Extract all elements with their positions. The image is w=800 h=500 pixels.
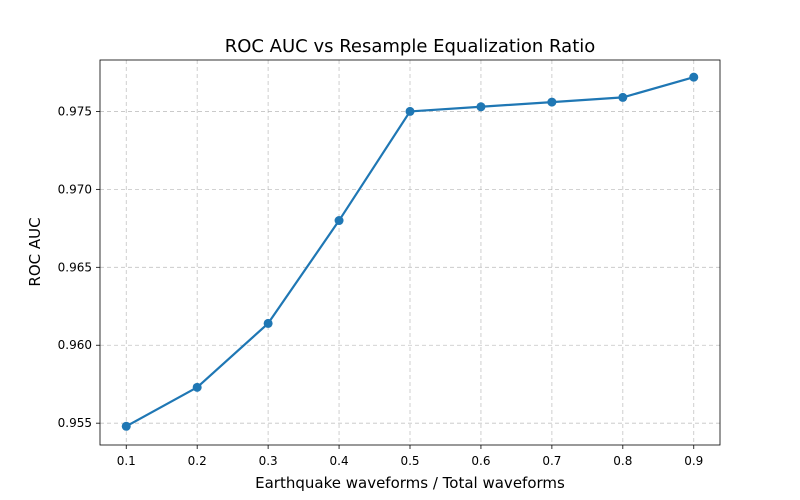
grid-lines bbox=[100, 60, 720, 445]
y-axis: 0.955 0.960 0.965 0.970 0.975 bbox=[58, 104, 100, 430]
y-tick-label: 0.955 bbox=[58, 416, 92, 430]
x-tick-label: 0.2 bbox=[188, 454, 207, 468]
x-axis: 0.1 0.2 0.3 0.4 0.5 0.6 0.7 0.8 0.9 bbox=[117, 445, 703, 468]
x-tick-label: 0.6 bbox=[471, 454, 490, 468]
series-markers bbox=[121, 72, 699, 431]
chart-title: ROC AUC vs Resample Equalization Ratio bbox=[225, 36, 596, 57]
data-point bbox=[547, 97, 557, 107]
y-tick-label: 0.970 bbox=[58, 182, 92, 196]
y-tick-label: 0.975 bbox=[58, 104, 92, 118]
data-point bbox=[689, 72, 699, 82]
x-tick-label: 0.7 bbox=[542, 454, 561, 468]
x-tick-label: 0.4 bbox=[330, 454, 349, 468]
data-point bbox=[476, 102, 486, 112]
x-tick-label: 0.9 bbox=[684, 454, 703, 468]
data-point bbox=[334, 216, 344, 226]
y-tick-label: 0.960 bbox=[58, 338, 92, 352]
x-axis-label: Earthquake waveforms / Total waveforms bbox=[255, 474, 565, 492]
x-tick-label: 0.3 bbox=[259, 454, 278, 468]
x-tick-label: 0.5 bbox=[400, 454, 419, 468]
y-axis-label: ROC AUC bbox=[26, 217, 44, 286]
data-point bbox=[263, 318, 273, 328]
y-tick-label: 0.965 bbox=[58, 260, 92, 274]
data-point bbox=[405, 106, 415, 116]
data-point bbox=[121, 421, 131, 431]
x-tick-label: 0.8 bbox=[613, 454, 632, 468]
plot-frame bbox=[99, 59, 721, 446]
data-point bbox=[618, 92, 628, 102]
x-tick-label: 0.1 bbox=[117, 454, 136, 468]
data-point bbox=[192, 382, 202, 392]
